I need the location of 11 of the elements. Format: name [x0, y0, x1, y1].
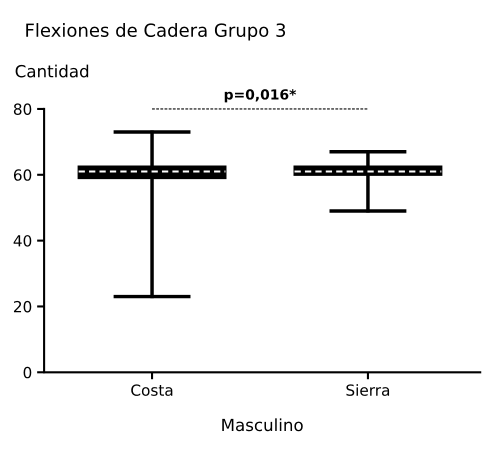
y-tick-label: 0 [24, 366, 32, 378]
x-tick-label: Sierra [346, 384, 390, 396]
chart-title: Flexiones de Cadera Grupo 3 [26, 23, 286, 41]
y-tick-label: 60 [14, 169, 32, 181]
y-tick-label: 20 [14, 300, 32, 312]
text: p=0,016* [224, 89, 296, 102]
x-tick-label: Costa [131, 384, 172, 396]
y-tick-label: 80 [14, 103, 32, 115]
x-axis-title: Masculino [222, 418, 303, 432]
y-tick-label: 40 [14, 235, 32, 247]
y-axis-title: Cantidad [16, 64, 88, 78]
